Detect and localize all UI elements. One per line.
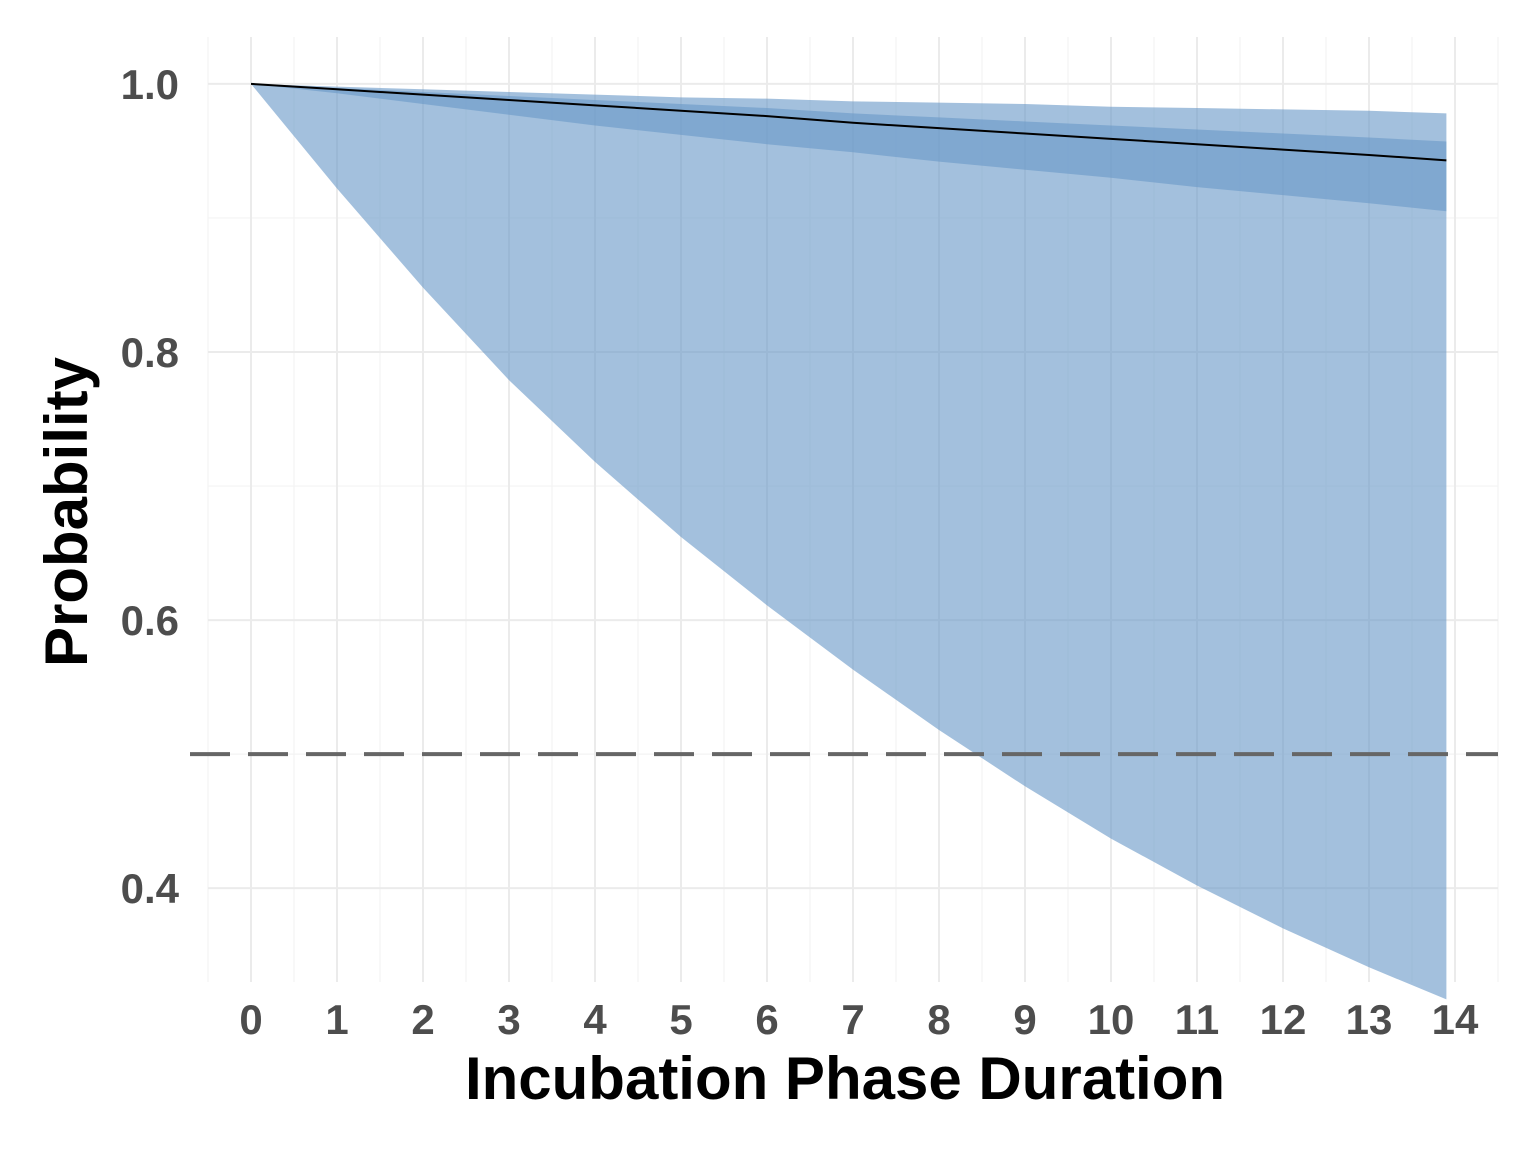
x-tick-label: 4 <box>583 996 607 1043</box>
confidence-band-2 <box>251 83 1447 212</box>
x-tick-label: 3 <box>497 996 520 1043</box>
x-tick-label: 9 <box>1013 996 1036 1043</box>
confidence-band-1 <box>251 83 1447 1000</box>
series-lines <box>250 82 1447 162</box>
y-tick-labels: 0.4 0.6 0.8 1.0 <box>121 61 180 912</box>
x-tick-label: 7 <box>841 996 864 1043</box>
y-tick-label: 0.4 <box>121 865 180 912</box>
x-tick-label: 0 <box>239 996 262 1043</box>
x-tick-label: 13 <box>1346 996 1393 1043</box>
x-tick-label: 12 <box>1260 996 1307 1043</box>
x-tick-label: 8 <box>927 996 950 1043</box>
x-tick-label: 2 <box>411 996 434 1043</box>
x-tick-label: 1 <box>325 996 348 1043</box>
x-tick-label: 10 <box>1088 996 1135 1043</box>
y-tick-label: 0.6 <box>121 597 179 644</box>
x-tick-label: 6 <box>755 996 778 1043</box>
median-line <box>250 82 1447 162</box>
confidence-bands <box>251 83 1447 1000</box>
y-tick-label: 0.8 <box>121 329 179 376</box>
y-axis-title: Probability <box>33 356 100 667</box>
x-tick-label: 5 <box>669 996 692 1043</box>
x-tick-label: 14 <box>1432 996 1479 1043</box>
y-tick-label: 1.0 <box>121 61 179 108</box>
x-axis-title: Incubation Phase Duration <box>465 1045 1225 1112</box>
x-tick-label: 11 <box>1175 996 1219 1043</box>
x-tick-labels: 0 1 2 3 4 5 6 7 8 9 10 11 12 13 14 <box>239 996 1479 1043</box>
